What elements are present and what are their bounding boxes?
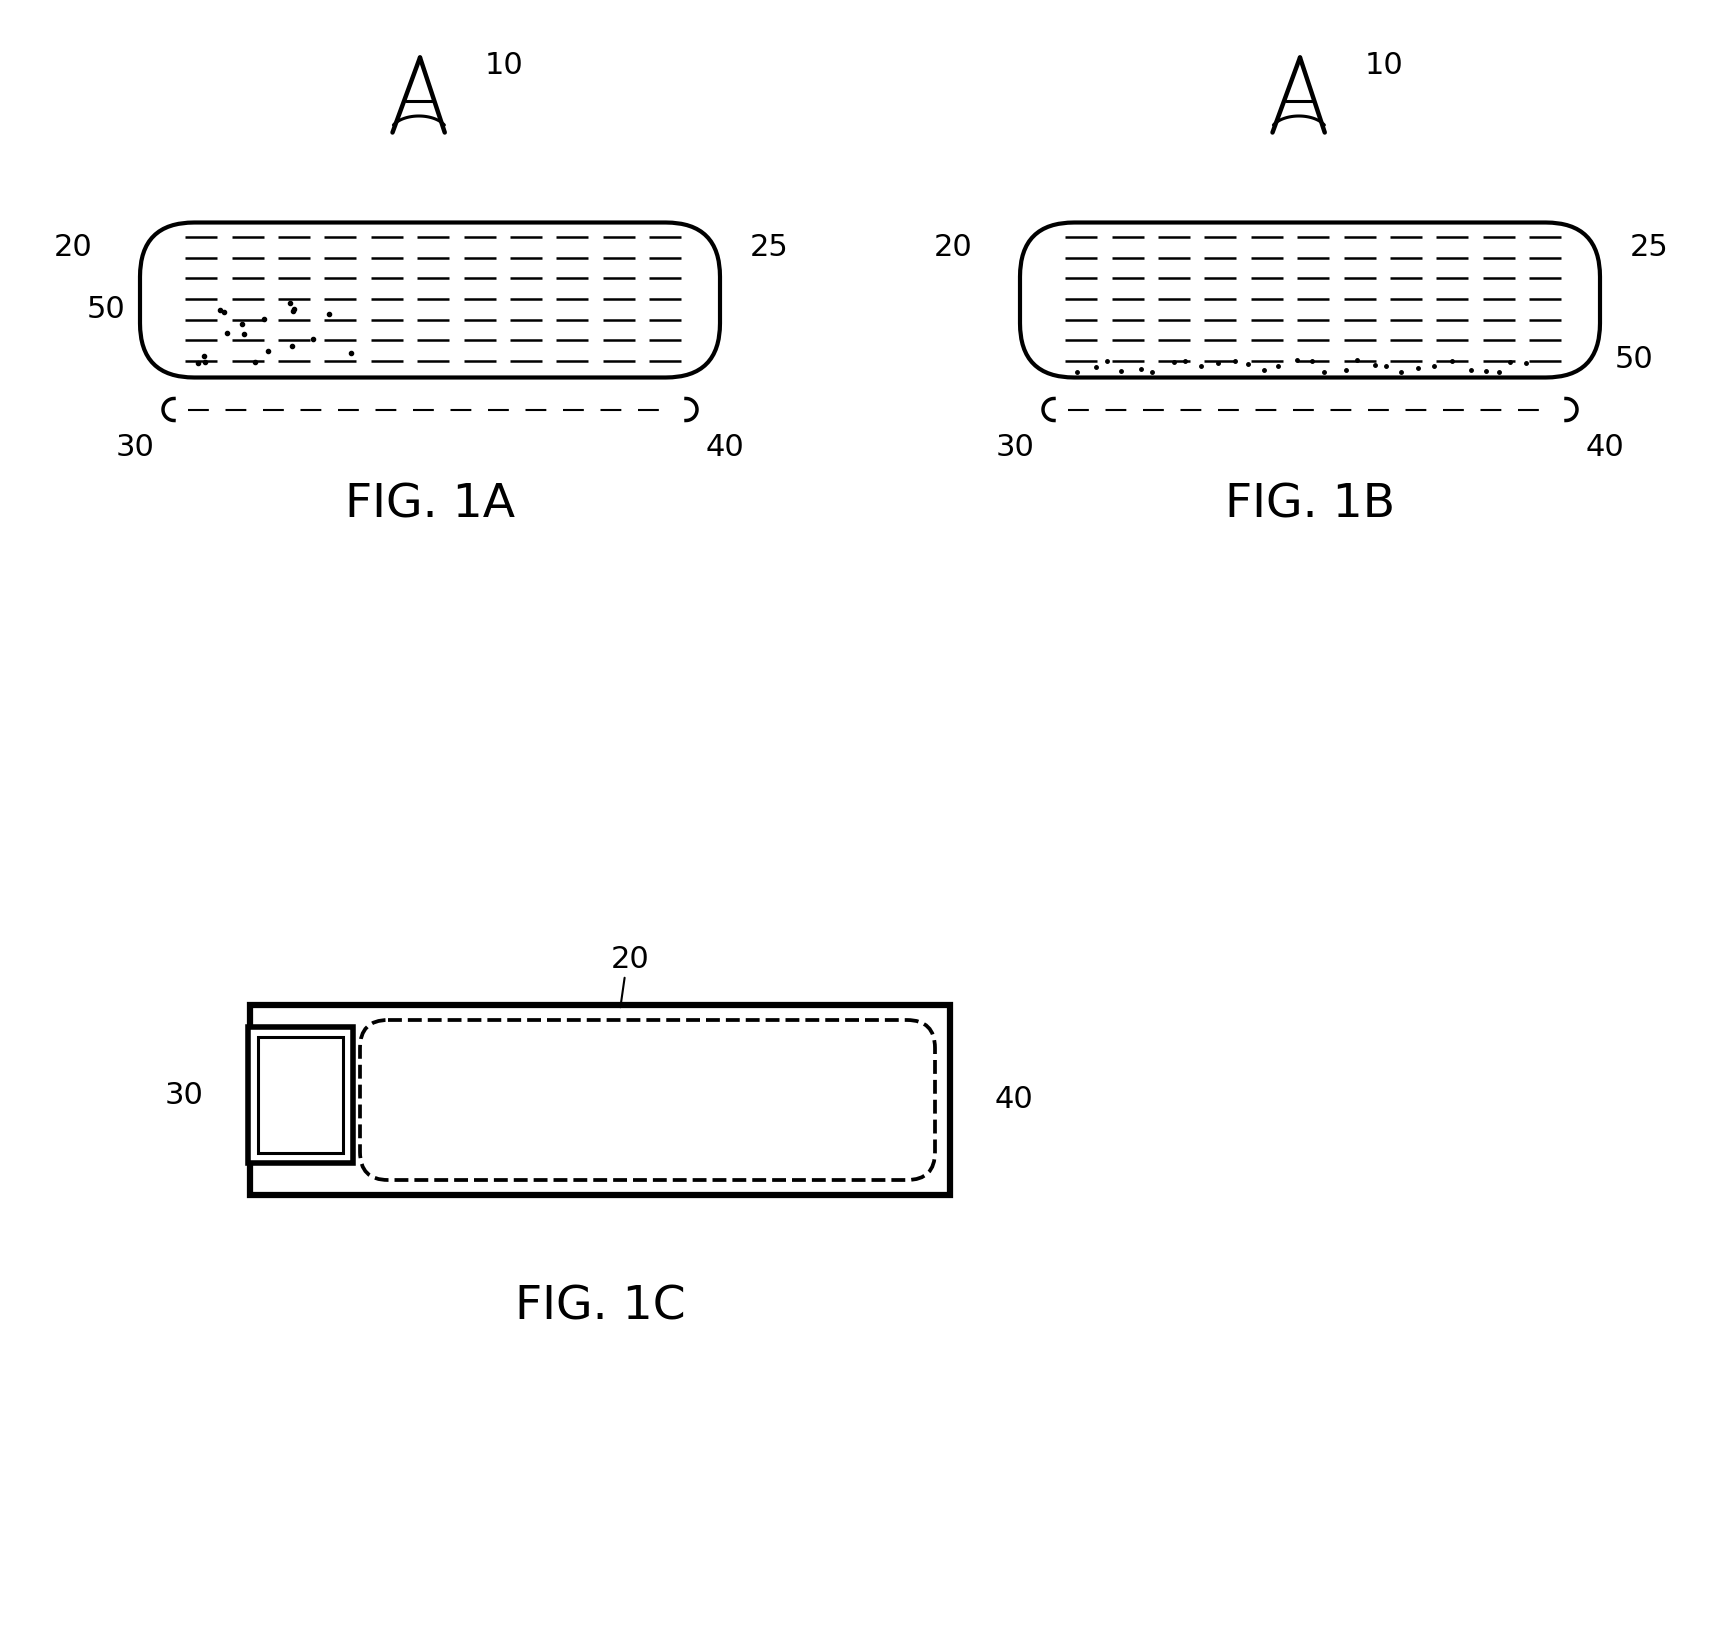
FancyBboxPatch shape (141, 223, 720, 377)
Text: 30: 30 (116, 432, 154, 461)
Text: 40: 40 (994, 1086, 1034, 1115)
Text: 10: 10 (1365, 50, 1404, 80)
Text: 40: 40 (706, 432, 744, 461)
Text: 40: 40 (1586, 432, 1624, 461)
Text: 20: 20 (611, 946, 649, 975)
Bar (248, 1027, 352, 1164)
Bar (259, 1037, 344, 1154)
FancyBboxPatch shape (359, 1020, 935, 1180)
Text: 50: 50 (1615, 344, 1653, 374)
Text: 20: 20 (54, 232, 92, 262)
Text: 20: 20 (933, 232, 972, 262)
FancyBboxPatch shape (1020, 223, 1600, 377)
Text: 10: 10 (486, 50, 524, 80)
Text: FIG. 1C: FIG. 1C (515, 1285, 685, 1329)
Text: 25: 25 (1629, 232, 1669, 262)
Text: 25: 25 (750, 232, 789, 262)
Text: 30: 30 (996, 432, 1034, 461)
Text: 50: 50 (87, 296, 125, 325)
Bar (250, 1004, 951, 1194)
Text: FIG. 1A: FIG. 1A (345, 483, 515, 528)
Text: 30: 30 (165, 1081, 203, 1110)
Text: FIG. 1B: FIG. 1B (1225, 483, 1395, 528)
